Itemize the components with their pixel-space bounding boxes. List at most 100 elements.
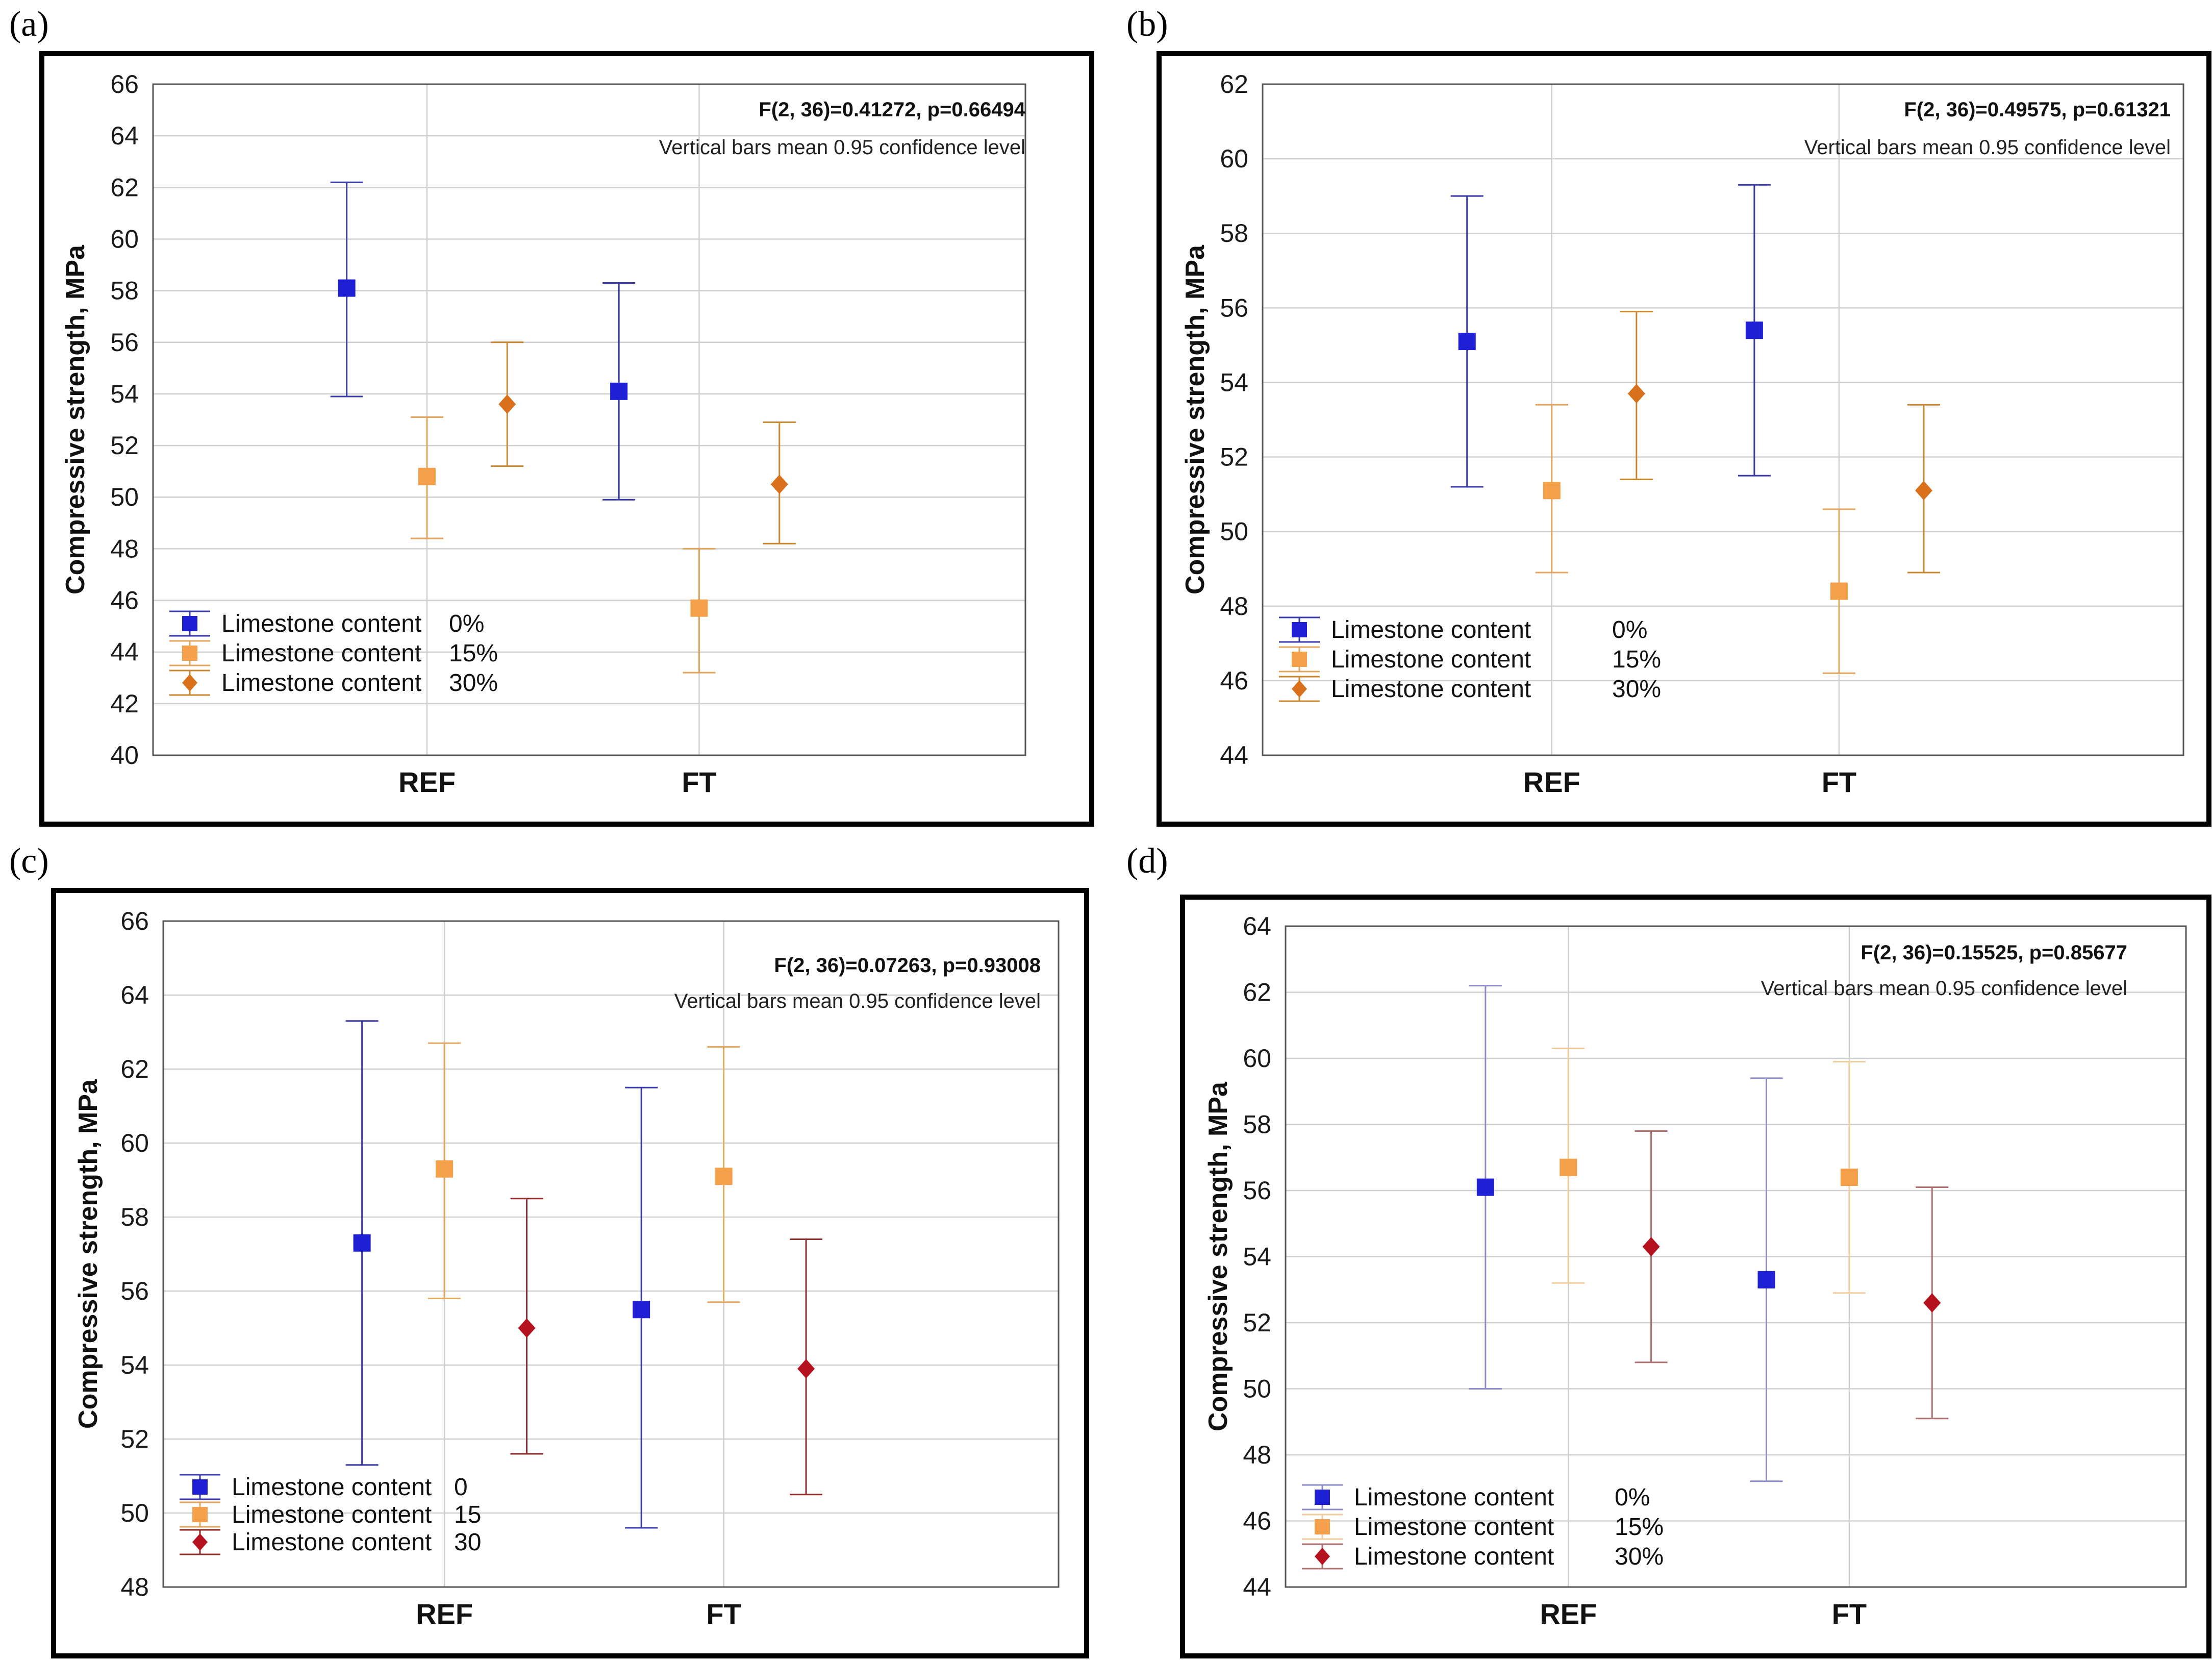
y-tick-label: 54	[120, 1351, 149, 1379]
legend-level: 15%	[1615, 1514, 1664, 1541]
y-tick-label: 54	[1243, 1243, 1271, 1271]
chart-panel-d: (d) 44 46 48 50 52 54 56 58 60 62 64 REF FT Compressiv…	[1126, 841, 2211, 1658]
y-tick-label: 62	[1243, 978, 1271, 1007]
legend-level: 0%	[1615, 1484, 1650, 1511]
y-tick-label: 60	[110, 225, 139, 253]
y-tick-label: 62	[110, 173, 139, 202]
chart-panel-a: (a) 40 42 44 46 48 50 52 54 56 58 60 62 64 66 REF FT Comp…	[9, 5, 1094, 827]
mean-marker-square	[1745, 321, 1763, 339]
y-tick-label: 50	[120, 1499, 149, 1527]
plot-area	[1262, 83, 2184, 756]
annotation-note: Vertical bars mean 0.95 confidence level	[674, 990, 1041, 1012]
y-tick-label: 40	[110, 741, 139, 770]
legend-level: 15%	[449, 640, 498, 667]
legend-label: Limestone content	[221, 610, 421, 637]
y-tick-label: 50	[1243, 1375, 1271, 1403]
y-tick-label: 48	[120, 1573, 149, 1601]
mean-marker-square	[633, 1301, 650, 1319]
legend-label: Limestone content	[1331, 646, 1531, 673]
legend-level: 30%	[1615, 1543, 1664, 1570]
legend-label: Limestone content	[232, 1474, 432, 1501]
legend-marker-square	[192, 1479, 208, 1495]
legend-marker-diamond	[192, 1533, 208, 1551]
mean-marker-diamond	[797, 1359, 815, 1379]
legend-label: Limestone content	[1331, 616, 1531, 643]
y-tick-label: 58	[110, 277, 139, 305]
y-tick-label: 58	[1220, 219, 1248, 247]
mean-marker-square	[1560, 1158, 1577, 1176]
legend-marker-square	[1315, 1490, 1330, 1505]
y-tick-label: 64	[120, 981, 149, 1009]
y-tick-label: 46	[1220, 666, 1248, 695]
legend-label: Limestone content	[232, 1501, 432, 1528]
y-tick-label: 46	[1243, 1507, 1271, 1535]
legend-level: 0	[454, 1474, 468, 1501]
panel-label: (b)	[1126, 5, 1168, 44]
annotation-note: Vertical bars mean 0.95 confidence level	[1761, 977, 2127, 1000]
y-tick-label: 66	[120, 907, 149, 935]
panel-frame	[39, 51, 1094, 827]
mean-marker-diamond	[770, 474, 788, 494]
legend-marker-diamond	[182, 674, 197, 691]
mean-marker-square	[1757, 1271, 1775, 1289]
y-tick-label: 52	[1243, 1308, 1271, 1337]
y-tick-label: 52	[120, 1425, 149, 1453]
panel-frame	[1157, 51, 2211, 827]
y-tick-label: 66	[110, 70, 139, 98]
y-tick-label: 60	[1243, 1044, 1271, 1073]
mean-marker-square	[1476, 1178, 1494, 1196]
chart-panel-c: (c) 48 50 52 54 56 58 60 62 64 66 REF FT Compressive …	[9, 841, 1089, 1658]
annotation-stat: F(2, 36)=0.41272, p=0.66494	[759, 98, 1025, 121]
mean-marker-square	[715, 1168, 733, 1185]
mean-marker-square	[1458, 333, 1476, 351]
y-axis-label: Compressive strength, MPa	[1203, 1081, 1233, 1431]
y-tick-label: 48	[110, 534, 139, 563]
mean-marker-square	[1543, 482, 1561, 500]
mean-marker-square	[1830, 582, 1848, 600]
y-tick-label: 56	[110, 328, 139, 357]
y-tick-label: 52	[110, 431, 139, 460]
x-tick-label: REF	[1523, 766, 1580, 798]
y-tick-label: 62	[120, 1055, 149, 1083]
y-tick-label: 42	[110, 689, 139, 718]
panel-frame	[51, 888, 1089, 1658]
x-tick-label: REF	[416, 1598, 473, 1630]
annotation-note: Vertical bars mean 0.95 confidence level	[659, 136, 1025, 159]
plot-area	[1285, 925, 2187, 1588]
mean-marker-diamond	[1923, 1293, 1941, 1313]
legend-label: Limestone content	[1331, 676, 1531, 703]
x-tick-label: FT	[682, 766, 716, 798]
y-tick-label: 56	[1220, 293, 1248, 322]
legend-marker-diamond	[1315, 1548, 1330, 1565]
mean-marker-square	[353, 1234, 371, 1252]
legend-level: 30%	[1612, 676, 1661, 703]
y-tick-label: 44	[1243, 1573, 1271, 1601]
legend-marker-diamond	[1292, 680, 1307, 698]
y-tick-label: 60	[120, 1129, 149, 1157]
mean-marker-diamond	[518, 1318, 536, 1338]
legend-marker-square	[1315, 1519, 1330, 1534]
y-tick-label: 46	[110, 586, 139, 615]
y-tick-label: 50	[110, 483, 139, 511]
mean-marker-square	[1840, 1169, 1858, 1186]
legend-level: 0%	[449, 610, 484, 637]
y-tick-label: 60	[1220, 144, 1248, 173]
plot-area	[152, 83, 1026, 756]
plot-area	[162, 920, 1060, 1588]
mean-marker-square	[418, 467, 436, 485]
panel-label: (a)	[9, 5, 49, 44]
y-axis-label: Compressive strength, MPa	[73, 1079, 103, 1429]
legend-label: Limestone content	[221, 640, 421, 667]
x-tick-label: FT	[706, 1598, 741, 1630]
mean-marker-diamond	[1627, 384, 1645, 404]
legend-marker-square	[1292, 652, 1307, 667]
y-tick-label: 62	[1220, 70, 1248, 98]
mean-marker-square	[610, 382, 628, 400]
x-tick-label: REF	[1540, 1598, 1597, 1630]
y-tick-label: 56	[120, 1277, 149, 1305]
mean-marker-diamond	[1642, 1237, 1660, 1257]
legend-marker-square	[182, 646, 197, 661]
legend-marker-square	[182, 616, 197, 631]
x-tick-label: FT	[1832, 1598, 1867, 1630]
